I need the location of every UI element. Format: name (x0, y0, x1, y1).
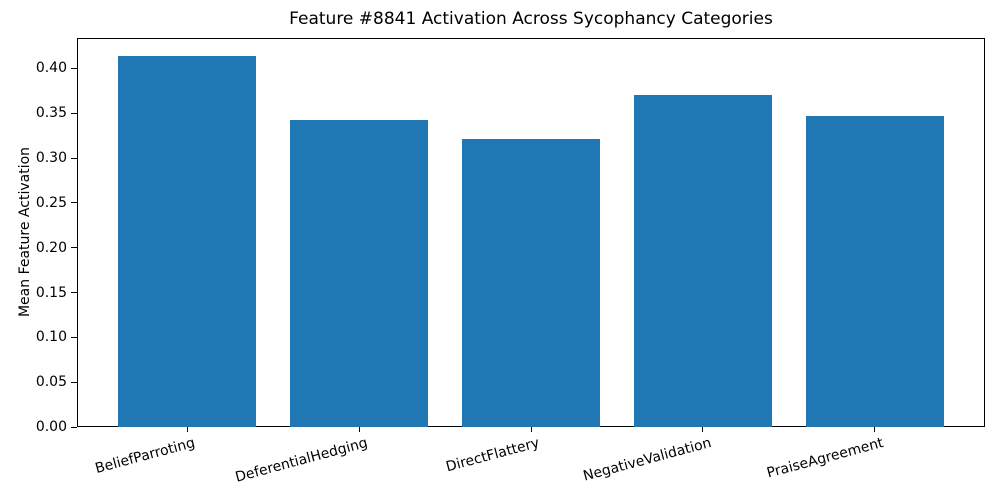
x-tick-label: DirectFlattery (444, 435, 542, 476)
x-tick (702, 427, 704, 432)
bar (462, 139, 600, 427)
y-tick-label: 0.40 (35, 60, 67, 77)
y-tick (71, 426, 77, 428)
x-tick-label: BeliefParroting (93, 435, 198, 478)
y-tick-label: 0.35 (35, 105, 67, 122)
y-tick (71, 112, 77, 114)
x-tick (186, 427, 188, 432)
y-tick (71, 292, 77, 294)
bar (290, 119, 428, 427)
y-tick (71, 247, 77, 249)
y-tick (71, 336, 77, 338)
y-tick-label: 0.10 (35, 329, 67, 346)
y-tick (71, 202, 77, 204)
x-tick-label: PraiseAgreement (764, 435, 886, 482)
x-tick (358, 427, 360, 432)
x-tick (874, 427, 876, 432)
y-tick-label: 0.30 (35, 150, 67, 167)
y-tick (71, 157, 77, 159)
y-tick (71, 381, 77, 383)
y-tick-label: 0.20 (35, 239, 67, 256)
x-tick-label: DeferentialHedging (233, 435, 370, 486)
y-tick (71, 67, 77, 69)
x-tick (530, 427, 532, 432)
x-tick-label: NegativeValidation (581, 435, 714, 485)
y-tick-label: 0.00 (35, 419, 67, 435)
bar (806, 115, 944, 427)
bar (118, 55, 256, 427)
y-tick-label: 0.15 (35, 284, 67, 301)
bar (634, 95, 772, 427)
chart-title: Feature #8841 Activation Across Sycophan… (289, 9, 773, 29)
y-tick-label: 0.25 (35, 194, 67, 211)
y-tick-label: 0.05 (35, 374, 67, 391)
